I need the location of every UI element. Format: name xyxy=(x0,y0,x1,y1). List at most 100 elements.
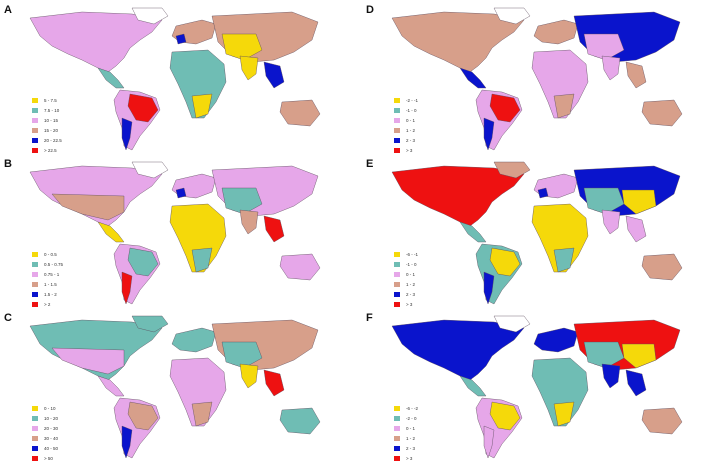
australia-region xyxy=(641,253,683,281)
legend-text: 20 - 22.5 xyxy=(44,138,62,143)
europe-region xyxy=(533,19,579,45)
legend-text: 10 - 15 xyxy=(44,118,59,123)
southeast-asia-region xyxy=(625,61,647,89)
legend-a: 5 - 7.5 7.5 - 10 10 - 15 15 - 20 20 - 22… xyxy=(32,96,62,156)
world-map-f xyxy=(391,315,683,459)
legend-item: 7.5 - 10 xyxy=(32,106,62,115)
legend-swatch xyxy=(394,262,400,267)
legend-text: 0 - 1 xyxy=(406,118,416,123)
brazil-region xyxy=(127,247,159,277)
legend-text: 7.5 - 10 xyxy=(44,108,60,113)
legend-text: 1 - 1.5 xyxy=(44,282,57,287)
world-map-e xyxy=(391,161,683,305)
world-map-a xyxy=(29,7,321,151)
southeast-asia-region xyxy=(263,369,285,397)
central-america-region xyxy=(459,375,487,397)
middle-asia-region xyxy=(221,341,263,369)
panel-label-d: D xyxy=(366,4,374,16)
legend-swatch xyxy=(394,148,400,153)
middle-asia-region xyxy=(583,33,625,61)
legend-text: > 3 xyxy=(406,302,413,307)
legend-item: 2 - 3 xyxy=(394,444,418,453)
legend-item: -6 - -1 xyxy=(394,250,418,259)
legend-item: 20 - 30 xyxy=(32,424,58,433)
australia-region xyxy=(641,407,683,435)
brazil-region xyxy=(127,93,159,123)
legend-text: > 2 xyxy=(44,302,51,307)
legend-text: 0 - 1 xyxy=(406,272,416,277)
legend-text: 1.5 - 2 xyxy=(44,292,57,297)
middle-asia-region xyxy=(221,33,263,61)
legend-swatch xyxy=(32,426,38,431)
brazil-region xyxy=(489,93,521,123)
legend-item: > 3 xyxy=(394,146,418,155)
central-america-region xyxy=(97,67,125,89)
legend-swatch xyxy=(394,406,400,411)
australia-region xyxy=(279,99,321,127)
panel-label-e: E xyxy=(366,158,374,170)
legend-item: 40 - 50 xyxy=(32,444,58,453)
legend-text: -2 - -1 xyxy=(406,98,419,103)
world-map-d xyxy=(391,7,683,151)
legend-text: 1 - 2 xyxy=(406,436,416,441)
southeast-asia-region xyxy=(625,215,647,243)
legend-item: -6 - -2 xyxy=(394,404,418,413)
legend-item: > 2 xyxy=(32,300,63,309)
legend-item: 2 - 3 xyxy=(394,136,418,145)
legend-text: > 3 xyxy=(406,148,413,153)
legend-swatch xyxy=(32,272,38,277)
legend-swatch xyxy=(394,138,400,143)
greenland-region xyxy=(131,315,169,333)
legend-swatch xyxy=(32,456,38,461)
south-asia-region xyxy=(239,209,259,235)
legend-text: -1 - 0 xyxy=(406,262,417,267)
south-asia-region xyxy=(239,55,259,81)
france-region xyxy=(537,187,549,199)
greenland-region xyxy=(493,161,531,179)
legend-item: 1 - 2 xyxy=(394,280,418,289)
southeast-asia-region xyxy=(263,61,285,89)
greenland-region xyxy=(131,7,169,25)
legend-item: > 3 xyxy=(394,300,418,309)
world-map-c xyxy=(29,315,321,459)
legend-swatch xyxy=(394,416,400,421)
legend-text: 0 - 10 xyxy=(44,406,56,411)
legend-swatch xyxy=(394,436,400,441)
legend-swatch xyxy=(394,108,400,113)
legend-swatch xyxy=(32,138,38,143)
legend-c: 0 - 10 10 - 20 20 - 30 30 - 40 40 - 50 >… xyxy=(32,404,58,464)
legend-item: > 3 xyxy=(394,454,418,463)
legend-text: 5 - 7.5 xyxy=(44,98,57,103)
argentina-region xyxy=(121,425,133,459)
legend-text: -1 - 0 xyxy=(406,108,417,113)
legend-text: > 22.5 xyxy=(44,148,57,153)
legend-item: 1 - 1.5 xyxy=(32,280,63,289)
legend-swatch xyxy=(32,262,38,267)
argentina-region xyxy=(121,117,133,151)
africa-south-region xyxy=(553,93,575,119)
argentina-region xyxy=(483,117,495,151)
legend-swatch xyxy=(32,436,38,441)
middle-asia-region xyxy=(221,187,263,215)
legend-swatch xyxy=(394,128,400,133)
legend-text: 15 - 20 xyxy=(44,128,59,133)
panel-c: C 0 - 10 10 - 20 20 - 30 30 - 40 40 - 50… xyxy=(4,312,344,462)
legend-text: -6 - -1 xyxy=(406,252,419,257)
legend-item: 0 - 0.5 xyxy=(32,250,63,259)
legend-text: 10 - 20 xyxy=(44,416,59,421)
panel-label-a: A xyxy=(4,4,12,16)
legend-item: -2 - -1 xyxy=(394,96,418,105)
africa-south-region xyxy=(553,401,575,427)
south-asia-region xyxy=(601,209,621,235)
brazil-region xyxy=(489,247,521,277)
argentina-region xyxy=(483,425,495,459)
legend-text: > 3 xyxy=(406,456,413,461)
australia-region xyxy=(279,407,321,435)
panel-e: E -6 - -1 -1 - 0 0 - 1 1 - 2 2 - 3 > 3 xyxy=(366,158,706,308)
legend-item: 0 - 1 xyxy=(394,270,418,279)
africa-region xyxy=(169,203,227,273)
legend-item: 1.5 - 2 xyxy=(32,290,63,299)
legend-swatch xyxy=(394,98,400,103)
legend-item: 5 - 7.5 xyxy=(32,96,62,105)
legend-swatch xyxy=(394,426,400,431)
